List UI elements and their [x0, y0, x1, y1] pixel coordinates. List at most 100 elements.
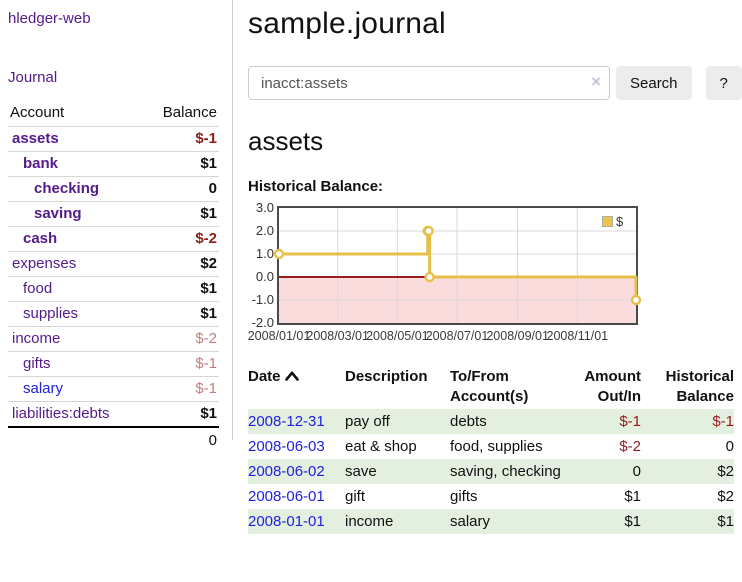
register-row: 2008-12-31 pay off debts $-1 $-1: [248, 409, 734, 434]
transaction-description: eat & shop: [345, 438, 417, 455]
search-input[interactable]: [248, 66, 610, 100]
page-title: sample.journal: [248, 7, 446, 40]
transaction-accounts: gifts: [450, 488, 478, 505]
account-balance: $2: [200, 255, 217, 272]
register-header-description: Description: [345, 368, 428, 385]
account-balance: 0: [208, 180, 217, 197]
accounts-total-row: 0: [8, 426, 219, 454]
transaction-description: save: [345, 463, 377, 480]
register-header-date[interactable]: Date: [248, 365, 345, 409]
transaction-accounts: saving, checking: [450, 463, 561, 480]
transaction-balance: $1: [717, 513, 734, 530]
account-balance: $1: [200, 205, 217, 222]
transaction-date-link[interactable]: 2008-12-31: [248, 413, 325, 430]
account-row: assets $-1: [8, 126, 219, 152]
account-link[interactable]: income: [12, 330, 61, 347]
account-balance: $1: [200, 305, 217, 322]
account-row: supplies $1: [8, 301, 219, 327]
chart-y-tick: 2.0: [255, 223, 274, 238]
account-link[interactable]: cash: [23, 230, 58, 247]
account-row: salary $-1: [8, 376, 219, 402]
chart-x-tick: 2008/01/01: [247, 329, 311, 343]
chart-x-tick: 2008/09/01: [486, 329, 549, 343]
search-button[interactable]: Search: [616, 66, 692, 100]
chart-title: Historical Balance:: [248, 178, 384, 195]
account-balance: $-1: [195, 380, 217, 397]
account-link[interactable]: salary: [23, 380, 64, 397]
account-balance: $1: [200, 155, 217, 172]
sidebar-item-journal[interactable]: Journal: [8, 69, 58, 86]
account-row: cash $-2: [8, 226, 219, 252]
account-balance: $1: [200, 405, 217, 422]
chart-y-tick: 0.0: [255, 269, 274, 284]
register-row: 2008-06-01 gift gifts $1 $2: [248, 484, 734, 509]
transaction-accounts: salary: [450, 513, 491, 530]
search-form: × Search ?: [248, 66, 742, 100]
register-header-accounts: To/From Account(s): [450, 368, 529, 405]
account-link[interactable]: liabilities:debts: [12, 405, 110, 422]
clear-search-icon[interactable]: ×: [591, 72, 601, 91]
account-heading: assets: [248, 126, 324, 156]
account-balance: $-1: [195, 130, 217, 147]
chart-plot-area[interactable]: [273, 206, 642, 325]
transaction-date-link[interactable]: 2008-06-01: [248, 488, 325, 505]
transaction-date-link[interactable]: 2008-01-01: [248, 513, 325, 530]
brand-link[interactable]: hledger-web: [8, 10, 91, 27]
account-link[interactable]: gifts: [23, 355, 51, 372]
main-content: sample.journal × Search ? assets Histori…: [233, 0, 742, 534]
chart-x-tick: 2008/07/01: [425, 329, 489, 343]
account-balance: $1: [200, 280, 217, 297]
account-link[interactable]: assets: [12, 130, 59, 147]
transaction-accounts: food, supplies: [450, 438, 543, 455]
app-window: hledger-web Journal Account Balance asse…: [0, 0, 742, 534]
account-balance: $-2: [195, 330, 217, 347]
transaction-date-link[interactable]: 2008-06-03: [248, 438, 325, 455]
account-row: income $-2: [8, 326, 219, 352]
chart-x-tick: 2008/11/01: [546, 329, 609, 343]
register-row: 2008-01-01 income salary $1 $1: [248, 509, 734, 534]
transaction-amount: $1: [624, 513, 641, 530]
account-row: bank $1: [8, 151, 219, 177]
help-button[interactable]: ?: [705, 66, 742, 100]
sort-ascending-icon: [284, 368, 299, 385]
legend-label: $: [616, 214, 624, 229]
account-row: gifts $-1: [8, 351, 219, 377]
account-row: checking 0: [8, 176, 219, 202]
transaction-balance: $2: [717, 488, 734, 505]
transaction-amount: $1: [624, 488, 641, 505]
transaction-amount: $-1: [619, 413, 641, 430]
accounts-header-balance: Balance: [162, 104, 217, 121]
account-link[interactable]: checking: [34, 180, 100, 197]
transaction-description: pay off: [345, 413, 390, 430]
chart-x-tick: 2008/03/01: [306, 329, 369, 343]
chart-y-tick: 3.0: [255, 200, 274, 215]
chart-y-tick: -2.0: [251, 315, 274, 330]
transaction-description: gift: [345, 488, 366, 505]
account-link[interactable]: supplies: [23, 305, 79, 322]
account-row: food $1: [8, 276, 219, 302]
transaction-date-link[interactable]: 2008-06-02: [248, 463, 325, 480]
chart-y-tick: 1.0: [255, 246, 274, 261]
transaction-amount: $-2: [619, 438, 641, 455]
sidebar: hledger-web Journal Account Balance asse…: [0, 0, 233, 454]
transaction-amount: 0: [632, 463, 641, 480]
transaction-balance: 0: [725, 438, 734, 455]
register-row: 2008-06-02 save saving, checking 0 $2: [248, 459, 734, 484]
transaction-balance: $2: [717, 463, 734, 480]
accounts-table: Account Balance assets $-1 bank $1 checking 0…: [8, 100, 219, 454]
transaction-accounts: debts: [450, 413, 487, 430]
chart-x-tick: 2008/05/01: [366, 329, 429, 343]
account-link[interactable]: expenses: [12, 255, 77, 272]
historical-balance-chart[interactable]: 3.0 2.0 1.0 0.0 -1.0 -2.0 2008/01/01 2008/03/01…: [247, 200, 668, 350]
account-link[interactable]: bank: [23, 155, 59, 172]
legend-swatch-icon: [602, 216, 613, 227]
account-link[interactable]: saving: [34, 205, 82, 222]
accounts-total-value: 0: [113, 426, 219, 454]
register-header-balance: Historical Balance: [665, 368, 734, 405]
account-balance: $-2: [195, 230, 217, 247]
transaction-balance: $-1: [712, 413, 734, 430]
account-row: expenses $2: [8, 251, 219, 277]
account-balance: $-1: [195, 355, 217, 372]
search-box: ×: [248, 66, 610, 100]
account-link[interactable]: food: [23, 280, 53, 297]
